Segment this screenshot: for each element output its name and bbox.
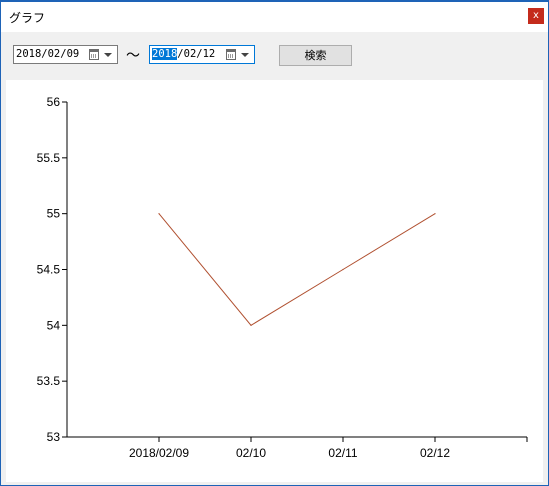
x-tick-label: 02/12 — [420, 446, 450, 460]
series-line — [158, 213, 436, 326]
x-tick-label: 02/10 — [236, 446, 266, 460]
to-date-value: 2018/02/12 — [152, 48, 215, 60]
to-date-picker[interactable]: 2018/02/12 — [149, 45, 255, 64]
date-range-separator: ～ — [126, 48, 140, 64]
from-date-value: 2018/02/09 — [16, 48, 80, 60]
y-tick-label: 54 — [47, 318, 61, 332]
from-date-picker[interactable]: 2018/02/09 — [13, 45, 118, 64]
chevron-down-icon[interactable] — [104, 53, 112, 57]
calendar-icon — [89, 49, 99, 60]
search-button[interactable]: 検索 — [279, 45, 352, 66]
to-date-year-selected: 2018 — [152, 48, 178, 60]
window-title: グラフ — [9, 11, 46, 25]
chevron-down-icon[interactable] — [241, 53, 249, 57]
y-tick-label: 54.5 — [37, 263, 61, 277]
y-tick-label: 55.5 — [37, 151, 61, 165]
x-tick-label: 02/11 — [328, 446, 357, 460]
y-tick-label: 55 — [47, 207, 61, 221]
calendar-icon — [226, 49, 236, 60]
to-date-rest: /02/12 — [177, 48, 216, 60]
y-tick-label: 53.5 — [37, 374, 61, 388]
data-point — [158, 213, 160, 215]
x-tick-label: 2018/02/09 — [129, 446, 189, 460]
chart-panel: 53 53.5 54 54.5 55 55.5 56 2018/02/09 02/10 02/11… — [6, 80, 543, 482]
filter-toolbar: 2018/02/09 ～ 2018/02/12 検索 — [1, 32, 548, 80]
data-point — [434, 213, 436, 215]
y-tick-label: 53 — [47, 430, 61, 444]
title-bar: グラフ x — [1, 2, 548, 32]
y-tick-label: 56 — [47, 95, 61, 109]
data-point — [250, 324, 252, 326]
data-point — [342, 268, 344, 271]
line-chart: 53 53.5 54 54.5 55 55.5 56 2018/02/09 02/10 02/11… — [37, 95, 528, 460]
close-button[interactable]: x — [528, 8, 544, 24]
